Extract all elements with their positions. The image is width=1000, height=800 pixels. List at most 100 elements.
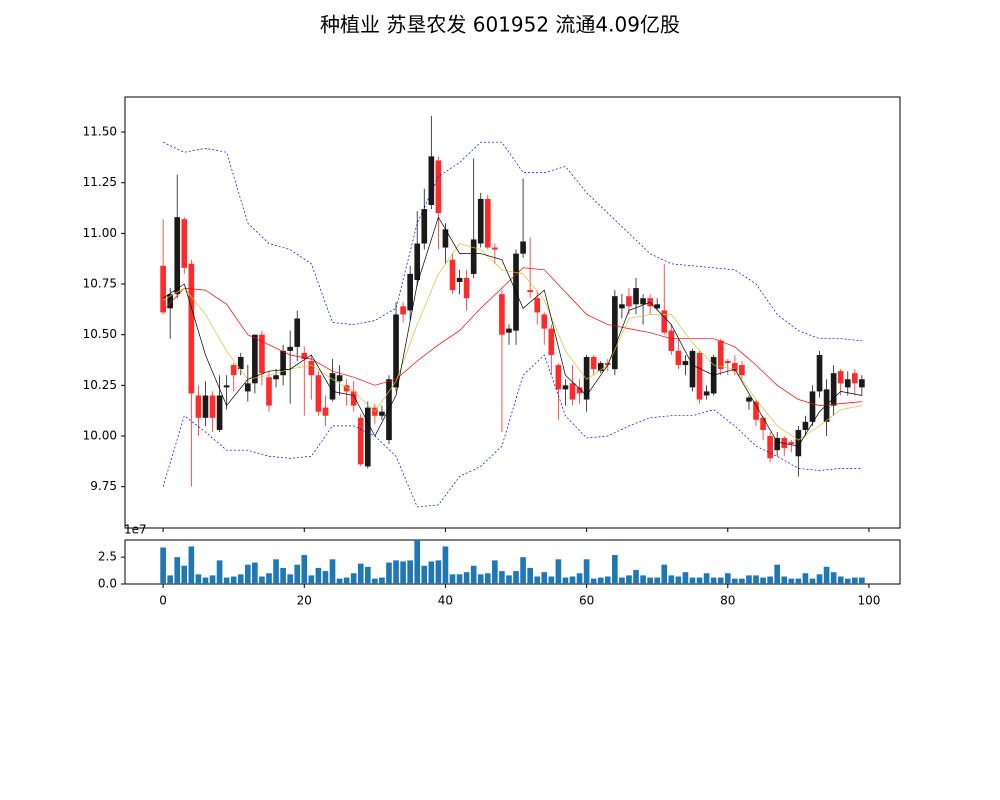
candle-body bbox=[336, 375, 343, 382]
volume-bar bbox=[781, 576, 788, 584]
volume-bar bbox=[470, 565, 477, 584]
volume-offset: 1e7 bbox=[124, 523, 147, 537]
candle-body bbox=[428, 156, 435, 206]
candle-body bbox=[252, 334, 258, 384]
y-tick-label: 9.75 bbox=[90, 479, 117, 493]
candle-body bbox=[287, 346, 293, 351]
candle-body bbox=[195, 395, 202, 418]
candle-body bbox=[477, 198, 484, 244]
candle-body bbox=[230, 365, 237, 376]
volume-bar bbox=[739, 578, 745, 584]
volume-bar bbox=[703, 573, 710, 584]
volume-bar bbox=[816, 574, 823, 584]
candle-body bbox=[633, 288, 639, 305]
candle-body bbox=[322, 407, 329, 416]
volume-bar bbox=[202, 577, 209, 584]
candle-body bbox=[696, 352, 703, 400]
candle-body bbox=[527, 290, 533, 293]
candle-body bbox=[555, 365, 562, 390]
candle-body bbox=[216, 395, 223, 430]
candle-body bbox=[188, 263, 195, 394]
candle-body bbox=[499, 294, 505, 335]
candle-body bbox=[463, 277, 470, 299]
candle-body bbox=[315, 375, 322, 412]
candle-body bbox=[774, 438, 781, 451]
volume-bar bbox=[421, 565, 428, 584]
candle-body bbox=[682, 361, 689, 366]
volume-bar bbox=[456, 574, 463, 584]
volume-bar bbox=[689, 577, 696, 584]
candle-body bbox=[739, 365, 745, 376]
candle-body bbox=[259, 334, 265, 374]
y-tick-label: 11.00 bbox=[83, 226, 117, 240]
volume-bar bbox=[181, 565, 188, 584]
volume-bar bbox=[809, 578, 816, 584]
volume-bar bbox=[668, 575, 675, 584]
volume-bar bbox=[555, 559, 562, 584]
candle-body bbox=[675, 350, 682, 366]
candle-body bbox=[160, 265, 166, 313]
volume-bar bbox=[322, 571, 329, 584]
candle-body bbox=[844, 379, 851, 388]
x-tick-label: 60 bbox=[579, 594, 594, 608]
candle-body bbox=[421, 209, 428, 244]
x-tick-label: 80 bbox=[720, 594, 735, 608]
candle-body bbox=[830, 373, 837, 406]
candle-body bbox=[343, 385, 350, 392]
volume-bar bbox=[350, 573, 357, 584]
volume-bar bbox=[753, 575, 759, 584]
volume-bar bbox=[315, 567, 322, 584]
volume-bar bbox=[597, 577, 604, 584]
candle-body bbox=[604, 363, 611, 366]
volume-bar bbox=[329, 559, 336, 584]
volume-bar bbox=[837, 576, 844, 584]
volume-bar bbox=[273, 559, 279, 584]
volume-bar bbox=[520, 557, 526, 584]
candle-body bbox=[329, 373, 336, 400]
candle-body bbox=[202, 395, 209, 418]
volume-bar bbox=[675, 576, 682, 584]
volume-bar bbox=[619, 577, 625, 584]
volume-bar bbox=[640, 575, 646, 584]
volume-bar bbox=[237, 574, 244, 584]
candle-body bbox=[837, 371, 844, 384]
volume-bar bbox=[280, 567, 286, 584]
volume-bar bbox=[428, 561, 435, 584]
volume-bar bbox=[484, 573, 491, 584]
candle-body bbox=[174, 217, 181, 295]
volume-bar bbox=[477, 574, 484, 584]
candle-body bbox=[484, 198, 491, 248]
y-tick-label: 11.25 bbox=[83, 175, 117, 189]
candle-body bbox=[626, 296, 632, 307]
volume-bar bbox=[682, 572, 689, 584]
candle-body bbox=[576, 387, 583, 394]
volume-bar bbox=[724, 573, 731, 584]
volume-bar bbox=[746, 575, 752, 584]
candle-body bbox=[753, 401, 759, 420]
volume-bar bbox=[499, 571, 505, 584]
volume-bar bbox=[788, 578, 795, 584]
candle-body bbox=[724, 361, 731, 364]
volume-bar bbox=[527, 567, 533, 584]
candle-body bbox=[435, 160, 442, 214]
volume-bar bbox=[717, 577, 724, 584]
candle-body bbox=[266, 377, 272, 406]
volume-bar bbox=[216, 560, 223, 584]
x-tick-label: 100 bbox=[857, 594, 880, 608]
candle-body bbox=[661, 310, 668, 333]
candle-body bbox=[442, 229, 449, 248]
chart-title: 种植业 苏垦农发 601952 流通4.09亿股 bbox=[320, 13, 680, 37]
candle-body bbox=[703, 391, 710, 396]
volume-bar bbox=[357, 563, 364, 584]
volume-bar bbox=[209, 575, 216, 584]
volume-bar bbox=[336, 578, 343, 584]
candle-body bbox=[357, 417, 364, 465]
volume-y-tick-label: 0.0 bbox=[98, 577, 117, 591]
candle-body bbox=[541, 314, 548, 329]
volume-bar bbox=[612, 555, 618, 584]
candle-body bbox=[612, 296, 618, 370]
volume-bar bbox=[230, 576, 237, 584]
volume-bar bbox=[195, 574, 202, 584]
candle-body bbox=[379, 411, 385, 416]
